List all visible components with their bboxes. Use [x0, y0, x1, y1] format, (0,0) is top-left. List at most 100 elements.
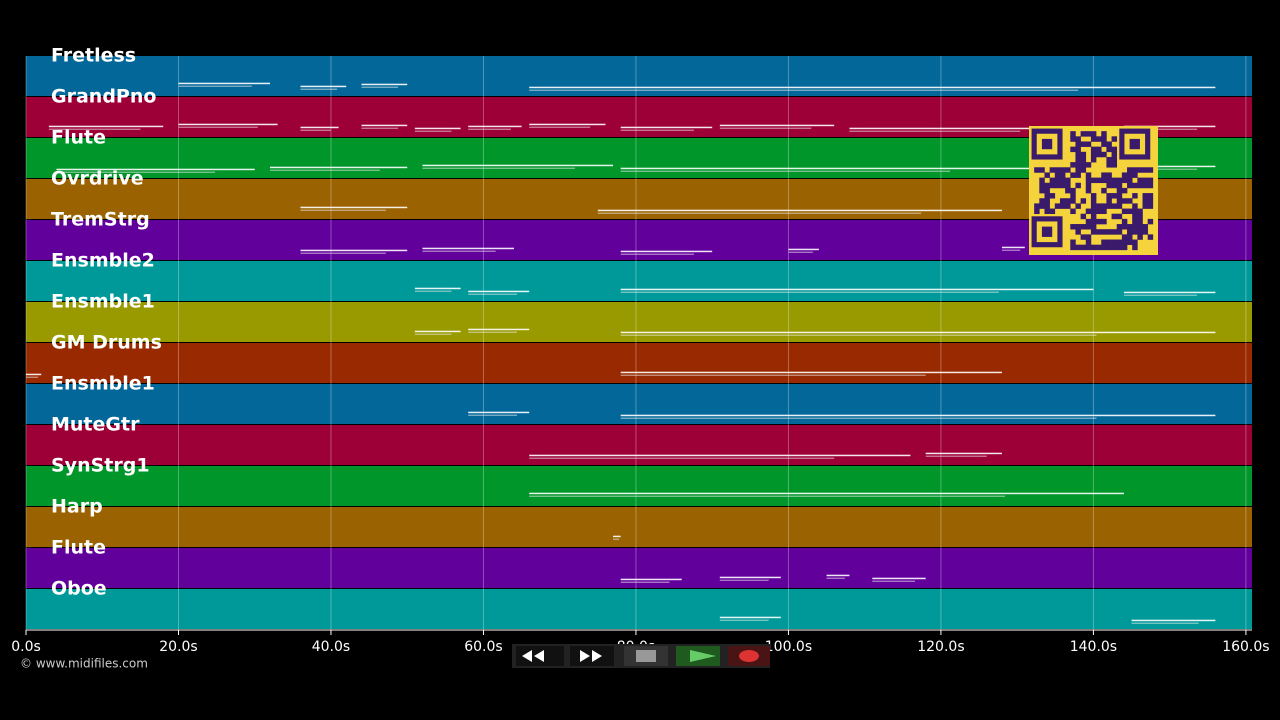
qr-cell: [1090, 208, 1097, 215]
note: [620, 331, 1216, 334]
qr-cell: [1085, 244, 1092, 251]
qr-cell: [1080, 234, 1087, 240]
qr-cell: [1085, 182, 1092, 189]
qr-cell: [1106, 162, 1112, 168]
rewind-button[interactable]: [516, 646, 564, 666]
qr-cell: [1090, 198, 1097, 204]
note-shadow: [529, 495, 1005, 497]
note: [414, 287, 461, 290]
qr-cell: [1116, 187, 1123, 194]
qr-cell: [1142, 167, 1148, 173]
track-label: MuteGtr: [51, 414, 140, 436]
note: [620, 371, 1002, 374]
note-shadow: [300, 129, 331, 131]
qr-cell: [1101, 229, 1107, 235]
qr-cell: [1080, 156, 1087, 163]
qr-cell: [1127, 224, 1133, 230]
qr-cell: [1116, 177, 1123, 184]
note-shadow: [620, 253, 694, 255]
qr-cell: [1127, 229, 1133, 235]
note: [1123, 165, 1216, 168]
qr-cell: [1121, 177, 1128, 184]
qr-cell: [1137, 208, 1143, 215]
note: [269, 166, 408, 169]
qr-cell: [1059, 167, 1066, 173]
note-shadow: [300, 252, 386, 254]
play-button[interactable]: [676, 646, 720, 666]
note-shadow: [414, 333, 452, 335]
stop-button[interactable]: [624, 646, 668, 666]
qr-cell: [1059, 198, 1066, 204]
note-shadow: [300, 88, 338, 90]
qr-cell: [1070, 244, 1076, 251]
note-shadow: [361, 127, 399, 129]
note-shadow: [178, 85, 252, 87]
note-shadow: [529, 457, 835, 459]
note: [300, 249, 408, 252]
qr-cell: [1075, 167, 1081, 173]
qr-cell: [1111, 203, 1118, 209]
x-tick-label: 20.0s: [159, 639, 197, 655]
qr-cell: [1147, 182, 1154, 189]
qr-cell: [1132, 172, 1138, 178]
note: [613, 535, 621, 538]
note-shadow: [620, 291, 999, 293]
qr-cell: [1111, 146, 1118, 153]
qr-cell: [1034, 203, 1040, 209]
forward-button[interactable]: [570, 646, 614, 666]
note: [422, 164, 614, 167]
note-shadow: [48, 128, 141, 130]
note: [826, 574, 850, 577]
qr-cell: [1111, 182, 1118, 189]
qr-cell: [1044, 172, 1050, 178]
qr-cell: [1080, 162, 1087, 168]
qr-cell: [1096, 218, 1102, 225]
qr-cell: [1054, 203, 1061, 209]
note-shadow: [925, 455, 987, 457]
qr-cell: [1085, 224, 1092, 230]
qr-cell: [1075, 156, 1081, 163]
qr-cell: [1147, 218, 1154, 225]
qr-cell: [1147, 198, 1154, 204]
qr-cell: [1065, 177, 1071, 184]
qr-cell: [1121, 234, 1128, 240]
qr-finder: [1031, 216, 1063, 248]
record-button[interactable]: [728, 646, 770, 666]
qr-cell: [1101, 172, 1107, 178]
qr-cell: [1137, 213, 1143, 220]
qr-cell: [1106, 229, 1112, 235]
note-shadow: [1123, 128, 1198, 130]
qr-cell: [1121, 224, 1128, 230]
qr-cell: [1044, 187, 1050, 194]
qr-cell: [1116, 239, 1123, 245]
track-label: Ovrdrive: [51, 168, 144, 190]
note: [361, 83, 408, 86]
qr-cell: [1101, 187, 1107, 194]
qr-cell: [1085, 208, 1092, 215]
qr-finder: [1041, 226, 1053, 237]
qr-cell: [1090, 213, 1097, 220]
qr-cell: [1054, 182, 1061, 189]
qr-cell: [1101, 239, 1107, 245]
note-shadow: [468, 128, 511, 130]
note: [620, 414, 1216, 417]
qr-cell: [1080, 151, 1087, 158]
note: [1001, 246, 1025, 249]
qr-cell: [1111, 156, 1118, 163]
qr-cell: [1075, 146, 1081, 153]
qr-cell: [1137, 234, 1143, 240]
qr-cell: [1039, 167, 1045, 173]
qr-finder: [1129, 138, 1140, 150]
qr-cell: [1132, 193, 1138, 199]
qr-cell: [1070, 239, 1076, 245]
qr-cell: [1101, 244, 1107, 251]
qr-cell: [1039, 182, 1045, 189]
qr-cell: [1070, 172, 1076, 178]
note: [178, 82, 270, 85]
qr-cell: [1070, 187, 1076, 194]
qr-cell: [1137, 167, 1143, 173]
qr-cell: [1116, 193, 1123, 199]
qr-cell: [1085, 177, 1092, 184]
qr-cell: [1121, 244, 1128, 251]
